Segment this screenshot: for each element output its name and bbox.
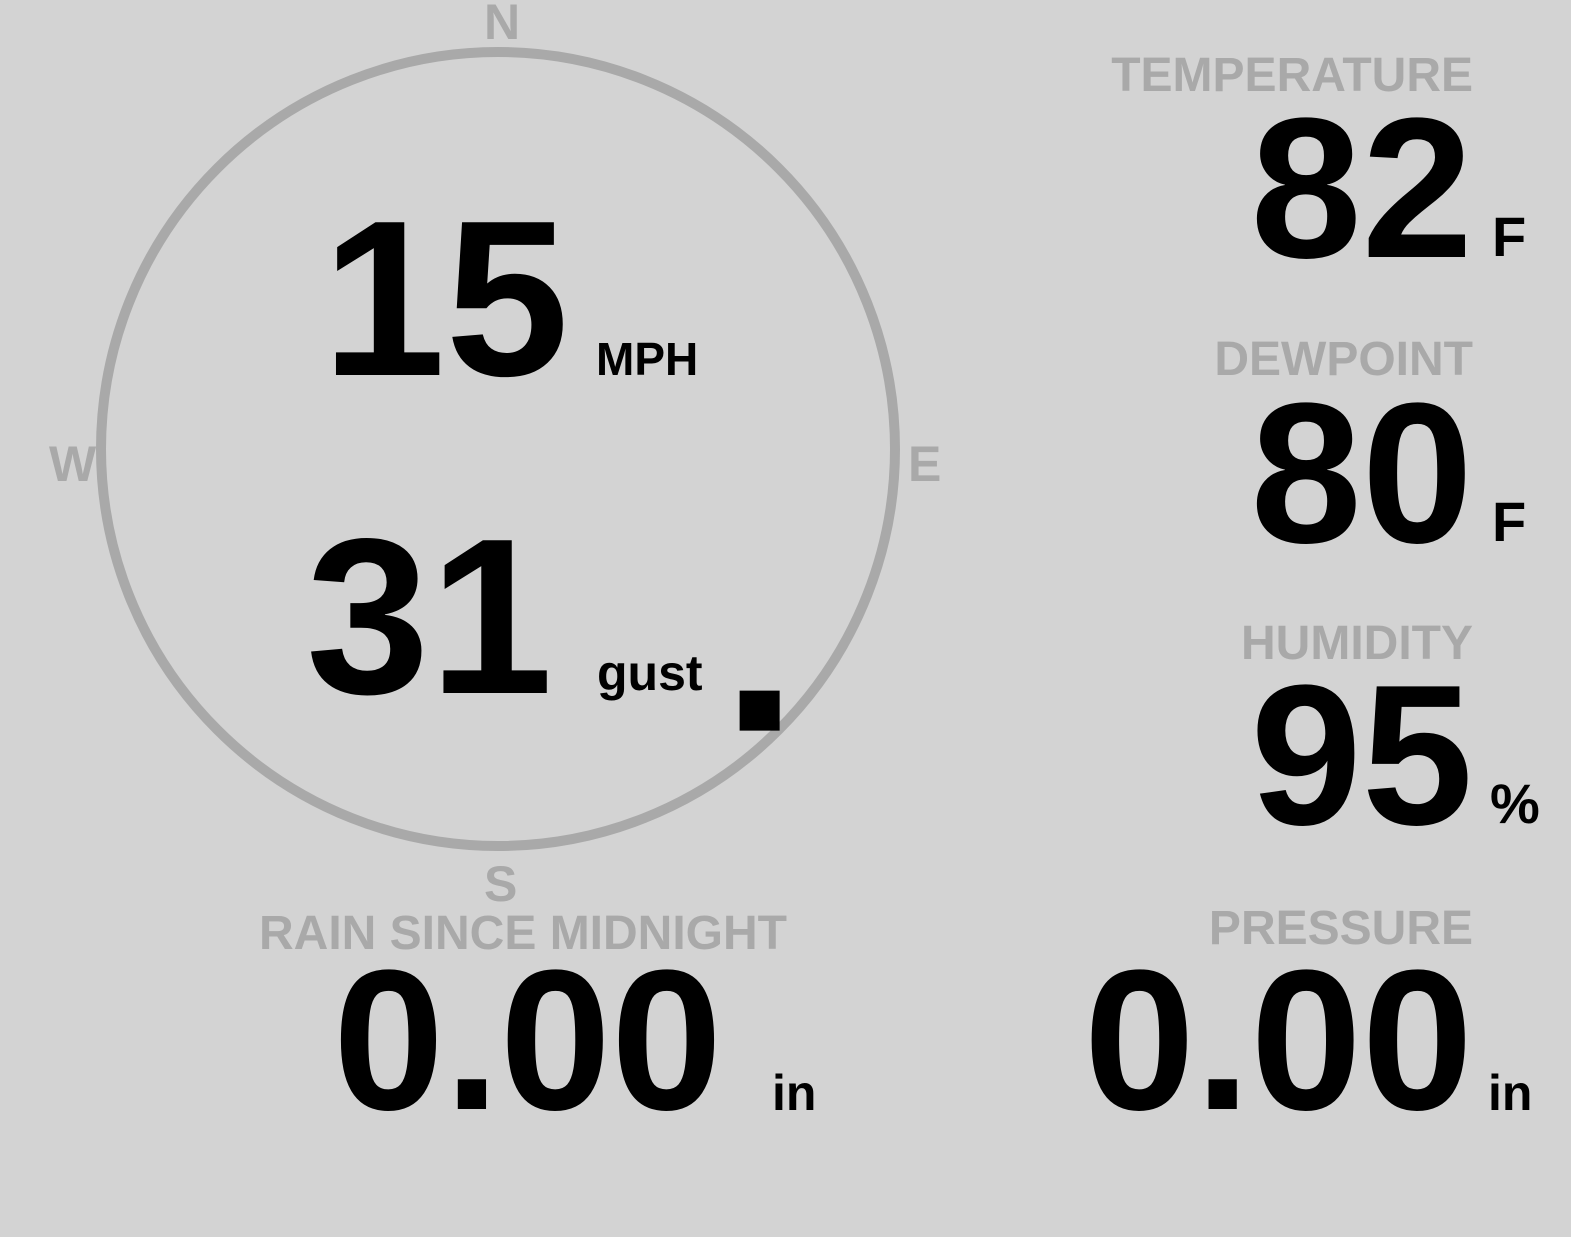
compass-south: S — [484, 856, 518, 912]
compass-west: W — [49, 436, 97, 492]
compass-north: N — [484, 0, 521, 50]
temperature-value: 82 — [1250, 77, 1473, 300]
wind-gust-value: 31 — [306, 493, 553, 741]
wind-speed-value: 15 — [322, 175, 569, 423]
pressure-label: PRESSURE — [1208, 902, 1473, 955]
rain-unit: in — [772, 1065, 817, 1121]
humidity-label: HUMIDITY — [1241, 617, 1473, 670]
temperature-unit: F — [1492, 205, 1527, 268]
rain-value: 0.00 — [333, 929, 723, 1152]
pressure-unit: in — [1488, 1065, 1533, 1121]
wind-speed-unit: MPH — [596, 333, 699, 385]
humidity-unit: % — [1490, 772, 1540, 835]
humidity-value: 95 — [1250, 644, 1473, 867]
pressure-value: 0.00 — [1083, 929, 1473, 1152]
wind-gust-label: gust — [597, 645, 703, 701]
temperature-label: TEMPERATURE — [1111, 49, 1473, 102]
compass-ring — [96, 47, 900, 851]
dewpoint-value: 80 — [1250, 362, 1473, 585]
dewpoint-label: DEWPOINT — [1214, 333, 1473, 386]
wind-direction-diamond-icon — [739, 690, 780, 731]
rain-label: RAIN SINCE MIDNIGHT — [259, 907, 787, 960]
compass-east: E — [908, 436, 942, 492]
dewpoint-unit: F — [1492, 490, 1527, 553]
